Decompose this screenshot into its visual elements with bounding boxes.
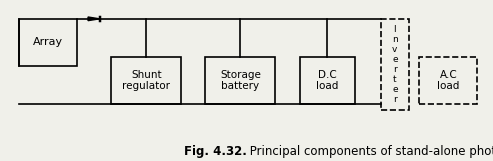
Bar [420,57,477,104]
Bar [206,57,276,104]
Text: A.C
load: A.C load [437,70,459,91]
Text: Fig. 4.32.: Fig. 4.32. [183,145,246,158]
Bar [111,57,181,104]
Text: Shunt
regulator: Shunt regulator [122,70,170,91]
Text: Array: Array [34,37,64,47]
Bar [19,19,77,66]
Text: I
n
v
e
r
t
e
r: I n v e r t e r [392,25,398,104]
Text: Storage
battery: Storage battery [220,70,261,91]
Bar [381,19,409,110]
Bar [300,57,355,104]
Text: Principal components of stand-alone photovoltaic systems.: Principal components of stand-alone phot… [246,145,493,158]
Text: D.C
load: D.C load [316,70,339,91]
Polygon shape [88,17,100,21]
